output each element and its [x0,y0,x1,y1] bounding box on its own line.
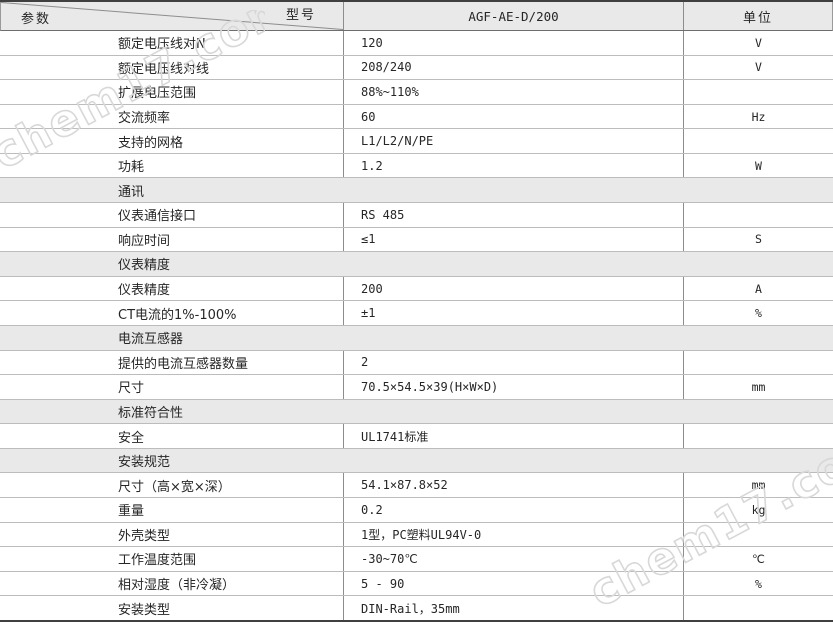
param-label: 额定电压线对N [118,37,206,53]
param-unit: mm [683,473,833,497]
param-label: 支持的网格 [118,135,184,151]
param-label: 安装类型 [118,602,171,618]
param-label: 额定电压线对线 [118,61,210,77]
param-unit: ℃ [683,547,833,571]
header-model-label: 型号 [285,8,316,23]
param-value: ±1 [343,301,683,325]
param-value: 1.2 [343,153,683,178]
section-header-row: 通讯 [0,178,833,204]
header-cell-unit: 单位 [683,2,832,30]
param-label: 工作温度范围 [118,553,197,569]
param-value: 88%~110% [343,80,683,104]
param-label: 交流频率 [118,111,171,127]
param-unit [683,203,833,227]
header-cell-param-model: 参数 型号 [1,2,343,30]
table-row: 安全 UL1741标准 [0,424,833,449]
table-row: 额定电压线对线 208/240 V [0,55,833,81]
table-row: 相对湿度（非冷凝） 5 - 90% [0,571,833,597]
table-row: 仪表精度 200 A [0,276,833,302]
param-unit: % [683,571,833,596]
param-value: -30~70℃ [343,547,683,571]
param-unit: Hz [683,104,833,129]
section-label: 仪表精度 [118,258,171,274]
section-label: 通讯 [118,184,145,200]
param-value: 60 [343,104,683,129]
param-unit [683,350,833,375]
table-row: 外壳类型 1型，PC塑料UL94V-0 [0,522,833,548]
section-header-row: 仪表精度 [0,252,833,277]
param-value: RS 485 [343,203,683,227]
header-cell-model-value: AGF-AE-D/200 [343,2,683,30]
section-header-row: 电流互感器 [0,325,833,351]
section-label: 标准符合性 [118,405,184,421]
table-row: 尺寸（高×宽×深） 54.1×87.8×52 mm [0,473,833,498]
param-value: L1/L2/N/PE [343,129,683,153]
param-value: DIN-Rail，35mm [343,596,683,620]
param-value: 5 - 90 [343,571,683,596]
table-row: 功耗 1.2 W [0,153,833,179]
param-label: 仪表精度 [118,283,171,299]
table-header-row: 参数 型号 AGF-AE-D/200 单位 [0,2,833,31]
param-label: 外壳类型 [118,528,171,544]
table-row: 额定电压线对N 120 V [0,31,833,56]
param-value: UL1741标准 [343,424,683,448]
param-unit: S [683,227,833,252]
param-unit: W [683,153,833,178]
param-label: 安全 [118,430,145,446]
table-row: 响应时间 ≤1 S [0,227,833,253]
param-label: 尺寸（高×宽×深） [118,479,231,495]
table-row: 提供的电流互感器数量 2 [0,350,833,376]
param-unit [683,80,833,104]
param-unit: mm [683,375,833,399]
param-unit: kg [683,497,833,522]
section-label: 安装规范 [118,455,171,471]
param-value: 1型，PC塑料UL94V-0 [343,522,683,547]
param-unit [683,522,833,547]
header-param-label: 参数 [21,12,52,27]
table-row: 支持的网格 L1/L2/N/PE [0,129,833,154]
section-label: 电流互感器 [118,332,184,348]
diagonal-divider [1,2,343,30]
param-label: CT电流的1%-100% [118,307,237,323]
table-row: 仪表通信接口 RS 485 [0,203,833,228]
param-label: 仪表通信接口 [118,209,197,225]
param-unit [683,424,833,448]
param-value: 0.2 [343,497,683,522]
param-label: 尺寸 [118,381,145,397]
table-row: 扩展电压范围 88%~110% [0,80,833,105]
param-unit: % [683,301,833,325]
table-row: 尺寸 70.5×54.5×39(H×W×D) mm [0,375,833,400]
param-label: 相对湿度（非冷凝） [118,578,236,593]
param-unit [683,596,833,620]
param-value: ≤1 [343,227,683,252]
section-header-row: 标准符合性 [0,399,833,425]
table-row: 安装类型 DIN-Rail，35mm [0,596,833,620]
param-value: 54.1×87.8×52 [343,473,683,497]
param-label: 提供的电流互感器数量 [118,356,249,372]
param-unit [683,129,833,153]
param-value: 2 [343,350,683,375]
param-unit: V [683,31,833,55]
param-label: 功耗 [118,160,145,176]
param-label: 扩展电压范围 [118,86,197,102]
param-value: 120 [343,31,683,55]
param-value: 208/240 [343,55,683,80]
section-header-row: 安装规范 [0,448,833,474]
param-label: 重量 [118,504,145,520]
table-row: 工作温度范围 -30~70℃ ℃ [0,547,833,572]
param-unit: V [683,55,833,80]
table-row: CT电流的1%-100% ±1% [0,301,833,326]
param-value: 200 [343,276,683,301]
param-unit: A [683,276,833,301]
table-body: 额定电压线对N 120 V 额定电压线对线 208/240 V 扩展电压范围 88%~110%… [0,31,833,620]
table-row: 重量 0.2 kg [0,497,833,523]
table-row: 交流频率 60 Hz [0,104,833,130]
param-value: 70.5×54.5×39(H×W×D) [343,375,683,399]
param-label: 响应时间 [118,233,171,249]
